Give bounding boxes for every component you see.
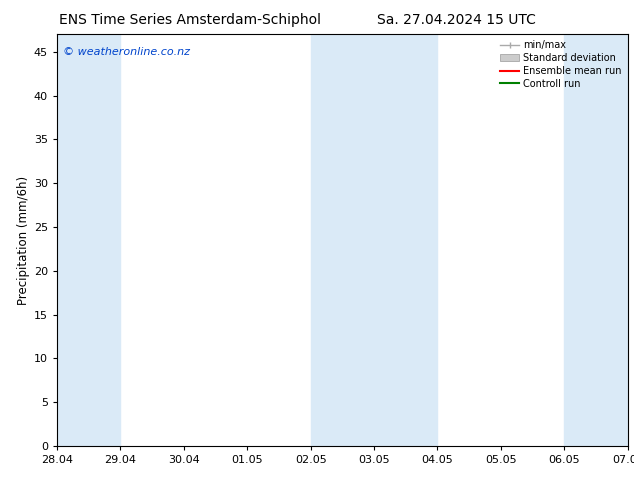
- Text: Sa. 27.04.2024 15 UTC: Sa. 27.04.2024 15 UTC: [377, 13, 536, 26]
- Text: ENS Time Series Amsterdam-Schiphol: ENS Time Series Amsterdam-Schiphol: [59, 13, 321, 26]
- Bar: [57, 34, 120, 446]
- Bar: [564, 34, 634, 446]
- Legend: min/max, Standard deviation, Ensemble mean run, Controll run: min/max, Standard deviation, Ensemble me…: [496, 36, 626, 93]
- Bar: [311, 34, 437, 446]
- Y-axis label: Precipitation (mm/6h): Precipitation (mm/6h): [16, 175, 30, 305]
- Text: © weatheronline.co.nz: © weatheronline.co.nz: [63, 47, 190, 57]
